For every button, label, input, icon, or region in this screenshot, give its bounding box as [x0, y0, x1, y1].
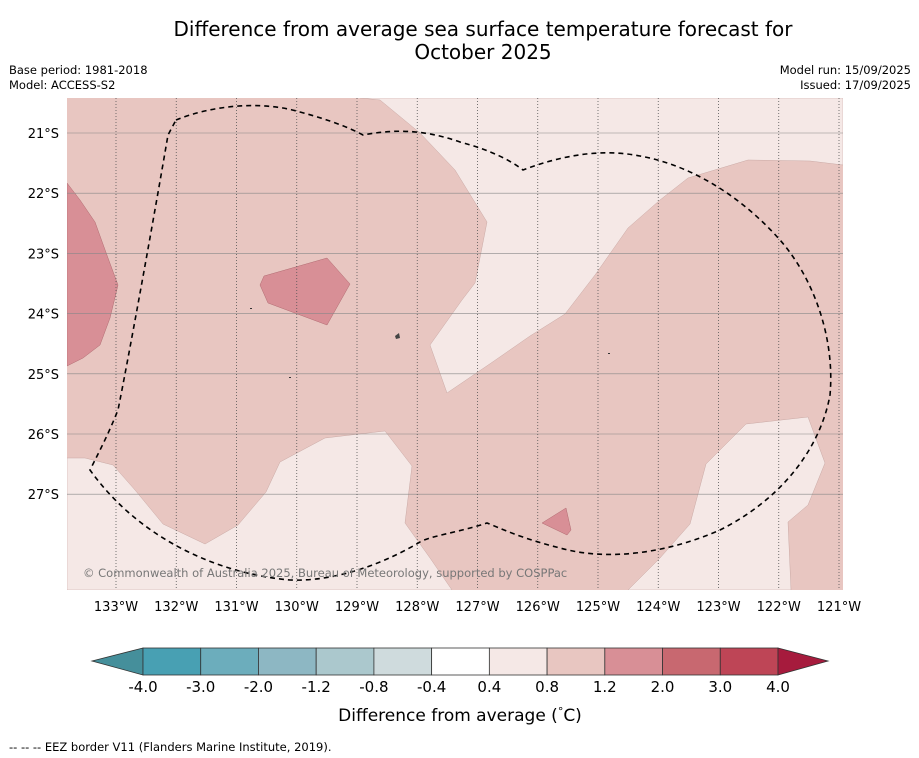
colorbar-segment — [662, 647, 721, 676]
colorbar-tick-label: -0.4 — [417, 678, 446, 696]
latitude-label: 27°S — [28, 488, 59, 503]
colorbar-segment — [488, 647, 548, 676]
anomaly-band-0.4-0.8-south — [627, 416, 826, 590]
colorbar-extend-low — [90, 647, 144, 676]
longitude-label: 126°W — [516, 600, 560, 615]
colorbar-segment — [604, 647, 663, 676]
map-title: Difference from average sea surface temp… — [0, 18, 919, 64]
longitude-label: 125°W — [576, 600, 620, 615]
longitude-label: 133°W — [94, 600, 138, 615]
colorbar-title-text: Difference from average ( — [338, 706, 558, 726]
latitude-label: 26°S — [28, 428, 59, 443]
longitude-label: 132°W — [154, 600, 198, 615]
eez-legend-note: -- -- -- EEZ border V11 (Flanders Marine… — [9, 740, 332, 754]
colorbar-segment — [431, 647, 490, 676]
colorbar-tick-label: -3.0 — [186, 678, 215, 696]
latitude-gridlines — [67, 132, 843, 495]
colorbar-tick-label: 0.4 — [477, 678, 501, 696]
longitude-label: 131°W — [214, 600, 258, 615]
colorbar-tick-label: 3.0 — [708, 678, 732, 696]
model-run: Model run: 15/09/2025 — [779, 63, 911, 77]
issued-date: Issued: 17/09/2025 — [800, 78, 911, 92]
anomaly-band-1.2-2.0-small — [541, 507, 572, 536]
colorbar-title: Difference from average (°C) — [338, 705, 582, 726]
longitude-label: 128°W — [395, 600, 439, 615]
colorbar-segment — [258, 647, 317, 676]
anomaly-band-1.2-2.0-west — [67, 182, 119, 367]
colorbar-segment — [315, 647, 375, 676]
colorbar-tick-label: -2.0 — [244, 678, 273, 696]
longitude-label: 127°W — [455, 600, 499, 615]
base-period: Base period: 1981-2018 — [9, 63, 148, 77]
longitude-label: 123°W — [696, 600, 740, 615]
latitude-label: 21°S — [28, 127, 59, 142]
longitude-label: 124°W — [636, 600, 680, 615]
colorbar-tick-label: 4.0 — [766, 678, 790, 696]
colorbar-segment — [546, 647, 606, 676]
colorbar-tick-label: 2.0 — [651, 678, 675, 696]
longitude-label: 130°W — [275, 600, 319, 615]
anomaly-band-0.4-0.8-north — [359, 98, 843, 394]
colorbar: -4.0 -3.0 -2.0 -1.2 -0.8 -0.4 0.4 0.8 1.2 2.0 3.0 4… — [90, 647, 830, 696]
island-mark — [395, 333, 400, 339]
latitude-label: 25°S — [28, 368, 59, 383]
colorbar-unit-degree: ° — [558, 705, 564, 718]
colorbar-segment — [719, 647, 779, 676]
colorbar-tick-label: -0.8 — [359, 678, 388, 696]
latitude-label: 23°S — [28, 247, 59, 262]
colorbar-segment — [373, 647, 433, 676]
map-plot-area: © Commonwealth of Australia 2025, Bureau… — [67, 98, 843, 590]
island-mark — [289, 377, 291, 378]
meta-right: Model run: 15/09/2025 Issued: 17/09/2025 — [780, 63, 911, 93]
colorbar-label: Difference from average (°C) — [338, 705, 582, 726]
longitude-label: 121°W — [817, 600, 861, 615]
colorbar-tick-label: 0.8 — [535, 678, 559, 696]
latitude-label: 24°S — [28, 308, 59, 323]
map-title-line1: Difference from average sea surface temp… — [173, 17, 793, 41]
model-name: Model: ACCESS-S2 — [9, 78, 116, 92]
colorbar-tick-label: 1.2 — [593, 678, 617, 696]
eez-border — [89, 104, 832, 581]
colorbar-tick-label: -4.0 — [128, 678, 157, 696]
island-mark — [250, 308, 252, 309]
anomaly-band-1.2-2.0-center — [259, 257, 351, 326]
longitude-label: 122°W — [757, 600, 801, 615]
copyright-notice: © Commonwealth of Australia 2025, Bureau… — [83, 566, 567, 580]
longitude-labels: 133°W 132°W 131°W 130°W 129°W 128°W 127°W 126°W… — [94, 600, 861, 615]
colorbar-segment — [200, 647, 259, 676]
map-title-line2: October 2025 — [414, 40, 552, 64]
latitude-label: 22°S — [28, 187, 59, 202]
colorbar-unit-tail: C) — [563, 706, 582, 726]
colorbar-segment — [142, 647, 202, 676]
longitude-gridlines — [115, 98, 840, 590]
colorbar-tick-label: -1.2 — [302, 678, 331, 696]
latitude-labels: 21°S 22°S 23°S 24°S 25°S 26°S 27°S — [28, 127, 59, 503]
colorbar-extend-high — [777, 647, 830, 676]
island-mark — [608, 353, 610, 354]
meta-left: Base period: 1981-2018 Model: ACCESS-S2 — [9, 63, 148, 93]
longitude-label: 129°W — [335, 600, 379, 615]
anomaly-band-0.4-0.8-southwest — [67, 430, 453, 590]
